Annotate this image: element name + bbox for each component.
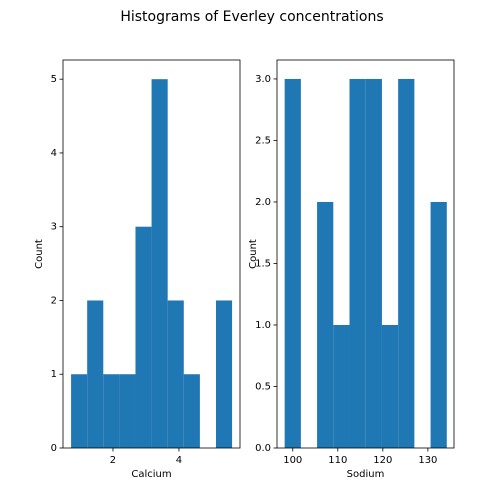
x-tick-label: 110 (328, 455, 347, 466)
x-tick-label: 120 (373, 455, 392, 466)
bar (71, 374, 88, 448)
x-tick-label: 2 (110, 455, 116, 466)
x-axis-label: Sodium (347, 469, 385, 480)
bar (167, 300, 184, 448)
x-tick-label: 4 (176, 455, 182, 466)
y-tick-label: 0 (51, 443, 57, 454)
x-axis-label: Calcium (131, 469, 171, 480)
y-axis-label: Count (34, 239, 45, 269)
bar (398, 78, 415, 449)
y-tick-label: 3 (51, 222, 57, 233)
x-tick-label: 130 (418, 455, 437, 466)
y-axis-label: Count (248, 239, 259, 269)
bar (317, 201, 334, 448)
y-tick-label: 4 (51, 148, 57, 159)
bar (183, 374, 200, 448)
bar (151, 79, 168, 448)
y-tick-label: 5 (51, 74, 57, 85)
bar (103, 374, 120, 448)
x-tick-label: 100 (283, 455, 302, 466)
axes-frame (276, 59, 455, 449)
bar (284, 78, 301, 449)
y-tick-label: 1 (51, 369, 57, 380)
bar (135, 226, 152, 448)
bar (365, 78, 382, 449)
y-tick-label: 1.0 (255, 320, 271, 331)
y-tick-label: 0.5 (255, 381, 271, 392)
y-tick-label: 3.0 (255, 74, 271, 85)
y-tick-label: 2 (51, 295, 57, 306)
bar (215, 300, 233, 448)
bar (119, 374, 136, 448)
bar (349, 78, 366, 449)
bar (87, 300, 104, 448)
bar (430, 201, 447, 448)
y-tick-label: 2.0 (255, 197, 271, 208)
y-tick-label: 2.5 (255, 135, 271, 146)
figure-title: Histograms of Everley concentrations (120, 9, 383, 25)
y-tick-label: 1.5 (255, 258, 271, 269)
axes-frame (62, 59, 241, 449)
y-tick-label: 0.0 (255, 443, 271, 454)
bar (381, 324, 399, 448)
bar (333, 324, 350, 448)
